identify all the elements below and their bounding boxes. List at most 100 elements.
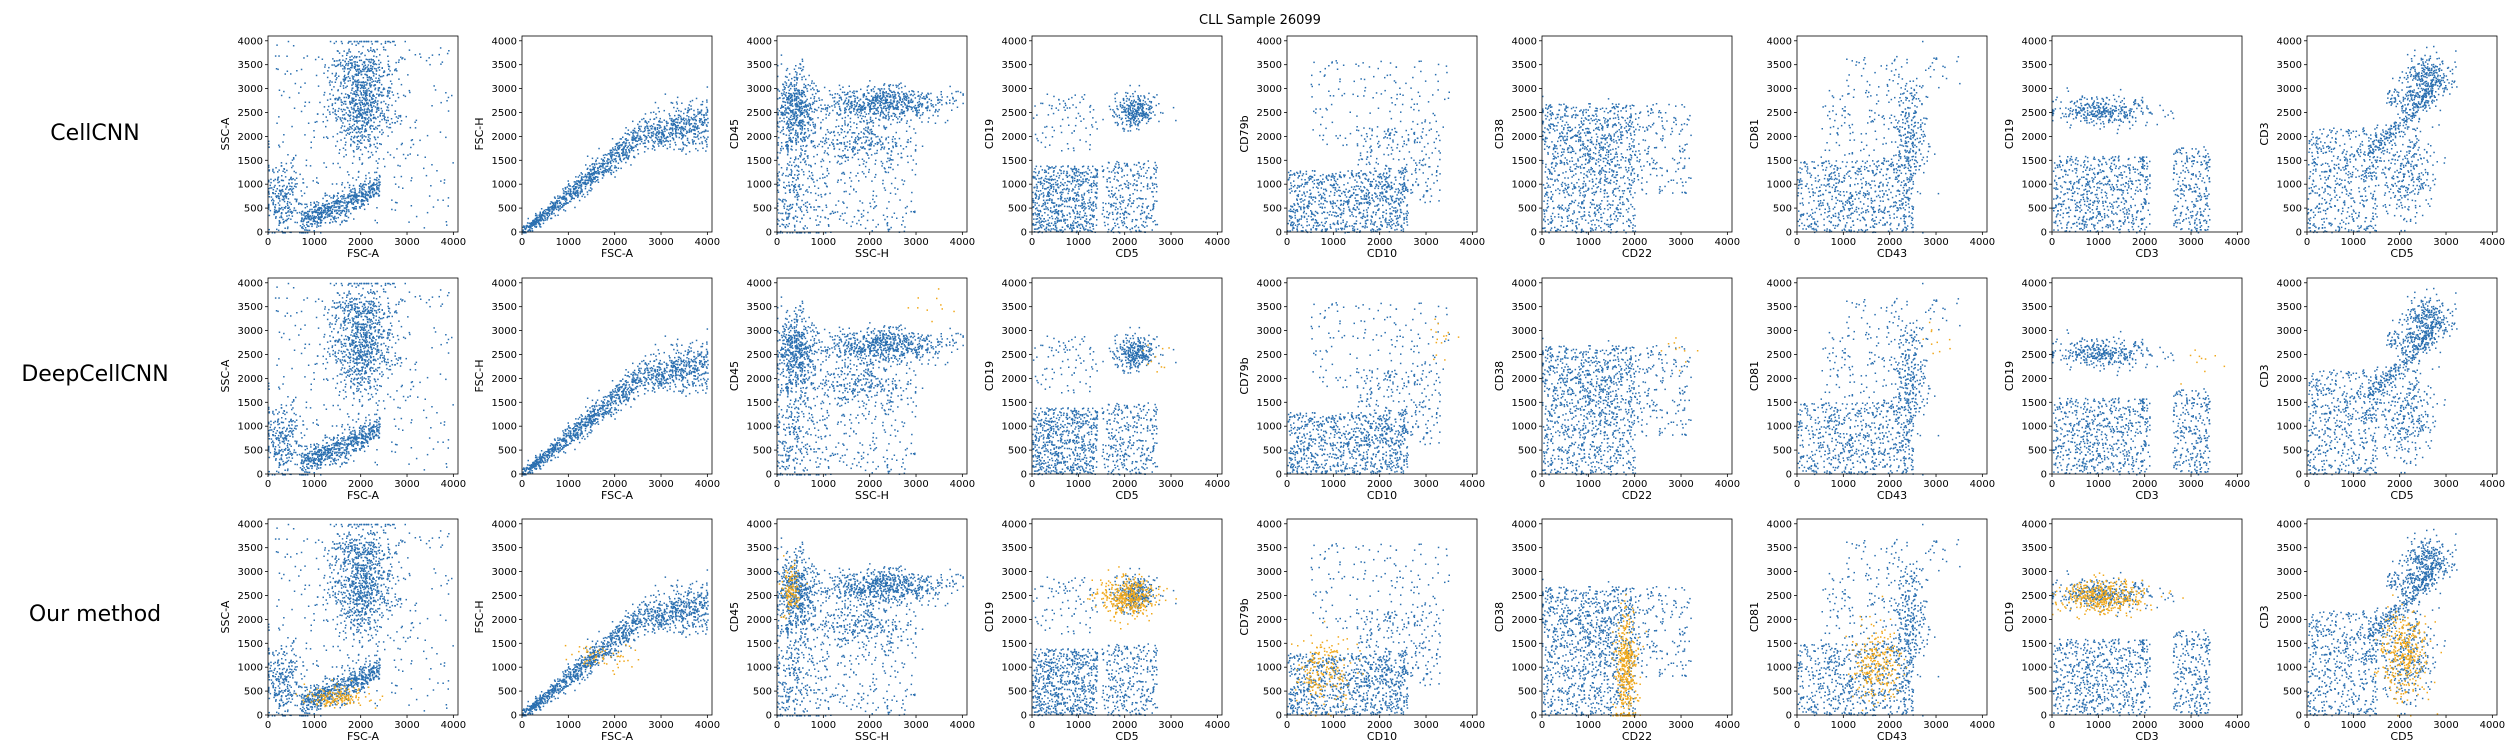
data-point bbox=[359, 141, 361, 143]
data-point bbox=[341, 222, 343, 224]
data-point bbox=[387, 64, 389, 65]
data-point bbox=[343, 79, 345, 81]
data-point bbox=[355, 90, 357, 92]
data-point bbox=[374, 190, 376, 192]
data-point bbox=[339, 294, 341, 296]
data-point bbox=[364, 353, 366, 355]
data-point bbox=[365, 367, 367, 369]
data-point bbox=[363, 348, 365, 350]
data-point bbox=[354, 201, 356, 203]
data-point bbox=[364, 204, 366, 206]
data-point bbox=[341, 346, 343, 348]
data-point bbox=[373, 182, 375, 184]
data-point bbox=[376, 449, 378, 451]
data-point bbox=[354, 80, 356, 82]
data-point bbox=[379, 131, 381, 133]
data-point bbox=[376, 207, 378, 209]
data-point bbox=[341, 120, 343, 122]
data-point bbox=[361, 60, 363, 62]
data-point bbox=[376, 143, 378, 145]
data-point bbox=[288, 198, 290, 200]
data-point bbox=[352, 329, 354, 331]
data-point bbox=[343, 327, 345, 329]
scatter-panel: 050010001500200025003000350040000 1000 200… bbox=[219, 36, 466, 260]
data-point bbox=[365, 359, 367, 361]
data-point bbox=[383, 49, 385, 51]
data-point bbox=[336, 206, 338, 208]
data-point bbox=[329, 326, 331, 328]
data-point bbox=[353, 379, 355, 381]
data-point bbox=[277, 311, 279, 313]
data-point bbox=[351, 67, 353, 69]
data-point bbox=[377, 104, 379, 106]
data-point bbox=[364, 388, 366, 390]
data-point bbox=[336, 60, 338, 62]
data-point bbox=[343, 80, 345, 82]
data-point bbox=[336, 183, 338, 185]
data-point bbox=[320, 217, 322, 219]
data-point bbox=[351, 201, 353, 203]
data-point bbox=[351, 349, 353, 351]
data-point bbox=[381, 112, 383, 114]
data-point bbox=[306, 204, 308, 206]
data-point bbox=[334, 203, 336, 205]
data-point bbox=[367, 354, 369, 356]
data-point bbox=[385, 345, 387, 347]
data-point bbox=[301, 459, 303, 461]
data-point bbox=[368, 105, 370, 107]
data-point bbox=[377, 147, 379, 149]
data-point bbox=[313, 422, 315, 424]
data-point bbox=[363, 189, 365, 191]
data-point bbox=[359, 383, 361, 385]
data-point bbox=[315, 458, 317, 460]
data-point bbox=[345, 440, 347, 442]
data-point bbox=[305, 469, 307, 471]
data-point bbox=[334, 60, 336, 62]
data-point bbox=[291, 368, 293, 370]
data-point bbox=[432, 54, 434, 56]
data-point bbox=[358, 43, 360, 45]
data-point bbox=[369, 193, 371, 195]
data-point bbox=[307, 226, 309, 228]
data-point bbox=[338, 318, 340, 320]
data-point bbox=[368, 134, 370, 136]
data-point bbox=[289, 209, 291, 211]
data-point bbox=[320, 464, 322, 466]
data-point bbox=[314, 206, 316, 208]
data-point bbox=[321, 210, 323, 212]
data-point bbox=[316, 201, 318, 203]
data-point bbox=[273, 431, 275, 433]
data-point bbox=[352, 75, 354, 77]
data-point bbox=[339, 456, 341, 458]
data-point bbox=[363, 66, 365, 68]
data-point bbox=[366, 74, 368, 76]
data-point bbox=[359, 427, 361, 429]
data-point bbox=[342, 356, 344, 358]
data-point bbox=[364, 423, 366, 425]
data-point bbox=[430, 427, 432, 429]
data-point bbox=[353, 185, 355, 187]
data-point bbox=[272, 203, 274, 205]
data-point bbox=[352, 87, 354, 89]
data-point bbox=[360, 381, 362, 383]
data-point bbox=[358, 316, 360, 318]
data-point bbox=[342, 447, 344, 449]
data-point bbox=[351, 56, 353, 58]
data-point bbox=[395, 44, 397, 46]
data-point bbox=[331, 89, 333, 91]
data-point bbox=[343, 194, 345, 196]
data-point bbox=[375, 100, 377, 102]
data-point bbox=[328, 309, 330, 311]
data-point bbox=[304, 204, 306, 206]
data-point bbox=[291, 186, 293, 188]
data-point bbox=[401, 176, 403, 178]
data-point bbox=[355, 110, 357, 112]
data-point bbox=[315, 217, 317, 219]
data-point bbox=[345, 361, 347, 363]
data-point bbox=[365, 323, 367, 325]
data-point bbox=[344, 75, 346, 77]
data-point bbox=[316, 424, 318, 426]
data-point bbox=[344, 462, 346, 464]
data-point bbox=[353, 333, 355, 335]
data-point bbox=[400, 357, 402, 359]
